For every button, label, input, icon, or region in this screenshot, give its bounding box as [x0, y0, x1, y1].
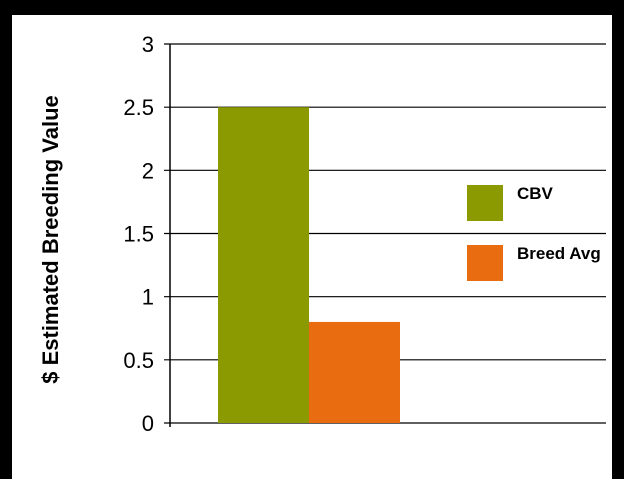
y-tick-label: 2 — [142, 158, 154, 183]
bar-cbv — [218, 107, 309, 424]
legend-swatch — [467, 185, 503, 221]
y-tick-label: 1 — [142, 285, 154, 310]
bars — [218, 107, 400, 424]
legend-label: Breed Avg — [517, 244, 601, 263]
y-tick-label: 0.5 — [123, 348, 154, 373]
legend: CBV Breed Avg — [467, 184, 601, 281]
legend-swatch — [467, 245, 503, 281]
y-tick-label: 2.5 — [123, 95, 154, 120]
y-tick-label: 3 — [142, 32, 154, 57]
y-tick-label: 0 — [142, 411, 154, 436]
chart-panel: 0 0.5 1 1.5 2 2.5 3 $ Estimated Breeding Value… — [12, 15, 612, 479]
y-tick-labels: 0 0.5 1 1.5 2 2.5 3 — [123, 32, 154, 436]
legend-label: CBV — [517, 184, 554, 203]
bar-breed-avg — [309, 321, 400, 423]
bar-chart: 0 0.5 1 1.5 2 2.5 3 $ Estimated Breeding Value… — [38, 32, 606, 436]
y-tick-label: 1.5 — [123, 222, 154, 247]
y-axis-label: $ Estimated Breeding Value — [38, 95, 63, 384]
